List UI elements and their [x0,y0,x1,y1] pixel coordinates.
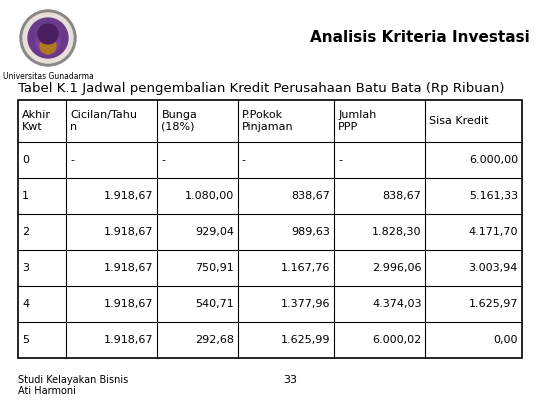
Text: Studi Kelayakan Bisnis: Studi Kelayakan Bisnis [18,375,129,385]
Text: Bunga
(18%): Bunga (18%) [161,110,197,132]
Text: 292,68: 292,68 [195,335,234,345]
Text: 1.918,67: 1.918,67 [104,191,153,201]
Text: Analisis Kriteria Investasi: Analisis Kriteria Investasi [310,31,530,46]
Text: 989,63: 989,63 [292,227,330,237]
Text: 1.167,76: 1.167,76 [281,263,330,273]
Text: 929,04: 929,04 [195,227,234,237]
Text: 5: 5 [22,335,29,345]
Text: Ati Harmoni: Ati Harmoni [18,386,76,396]
Text: -: - [70,155,75,165]
Text: 750,91: 750,91 [195,263,234,273]
Text: 1: 1 [22,191,29,201]
Text: 6.000,00: 6.000,00 [469,155,518,165]
Text: 3.003,94: 3.003,94 [469,263,518,273]
Text: 1.625,99: 1.625,99 [281,335,330,345]
Text: Sisa Kredit: Sisa Kredit [429,116,489,126]
Circle shape [28,18,68,58]
Text: 4: 4 [22,299,29,309]
Text: -: - [242,155,246,165]
Text: Cicilan/Tahu
n: Cicilan/Tahu n [70,110,137,132]
Text: 838,67: 838,67 [292,191,330,201]
Text: Universitas Gunadarma: Universitas Gunadarma [3,72,93,81]
Circle shape [36,30,60,54]
Text: 2: 2 [22,227,29,237]
Text: 1.080,00: 1.080,00 [185,191,234,201]
Text: P.Pokok
Pinjaman: P.Pokok Pinjaman [242,110,293,132]
Text: Jumlah
PPP: Jumlah PPP [339,110,377,132]
Text: -: - [339,155,342,165]
Text: 4.374,03: 4.374,03 [372,299,422,309]
Circle shape [40,38,56,54]
Text: 838,67: 838,67 [383,191,422,201]
Text: 2.996,06: 2.996,06 [372,263,422,273]
Text: Akhir
Kwt: Akhir Kwt [22,110,51,132]
Circle shape [23,13,73,63]
Text: 4.171,70: 4.171,70 [469,227,518,237]
Text: 1.625,97: 1.625,97 [469,299,518,309]
Bar [18,100,522,358]
Circle shape [20,10,76,66]
Text: 540,71: 540,71 [195,299,234,309]
Text: Tabel K.1 Jadwal pengembalian Kredit Perusahaan Batu Bata (Rp Ribuan): Tabel K.1 Jadwal pengembalian Kredit Per… [18,82,504,95]
Text: 1.918,67: 1.918,67 [104,227,153,237]
Text: 1.828,30: 1.828,30 [372,227,422,237]
Text: 5.161,33: 5.161,33 [469,191,518,201]
Circle shape [38,24,58,44]
Text: 1.918,67: 1.918,67 [104,263,153,273]
Text: 1.377,96: 1.377,96 [281,299,330,309]
Text: 0,00: 0,00 [494,335,518,345]
Text: 1.918,67: 1.918,67 [104,299,153,309]
Text: 33: 33 [283,375,297,385]
Text: 0: 0 [22,155,29,165]
Text: -: - [161,155,165,165]
Text: 3: 3 [22,263,29,273]
Text: 1.918,67: 1.918,67 [104,335,153,345]
Text: 6.000,02: 6.000,02 [372,335,422,345]
